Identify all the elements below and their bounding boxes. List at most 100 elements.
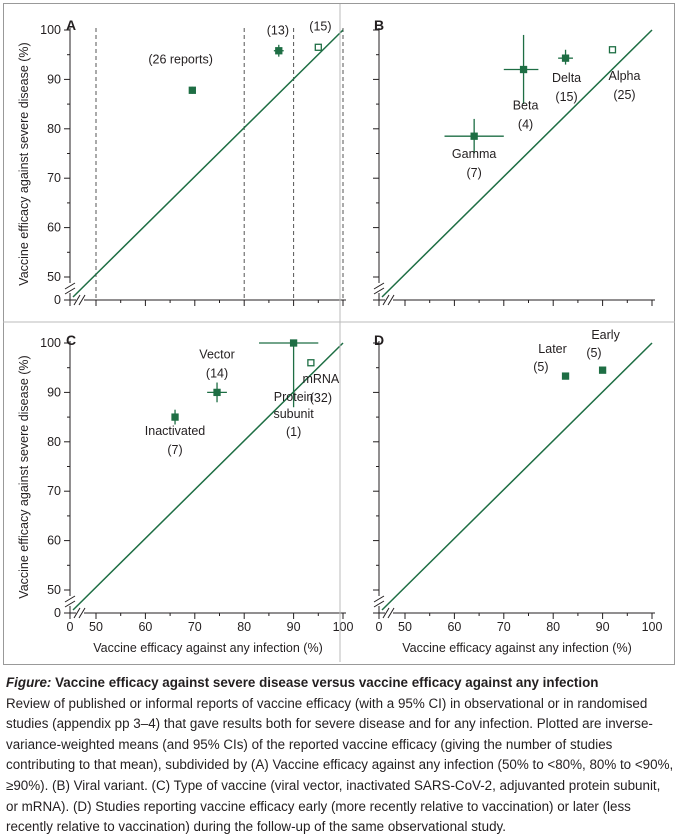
x-tick-label: 70 (497, 620, 511, 634)
y-axis-break (64, 282, 76, 290)
data-point (289, 339, 298, 347)
x-axis-break (382, 294, 390, 306)
point-label-name: Early (591, 328, 620, 342)
y-tick-label: 90 (47, 385, 61, 399)
identity-line (381, 29, 653, 298)
caption-body: Review of published or informal reports … (6, 695, 674, 835)
panel-label: D (374, 332, 384, 348)
point-label: (26 reports) (148, 52, 213, 66)
x-tick-label: 0 (67, 620, 74, 634)
x-tick-label: 50 (398, 620, 412, 634)
caption-title: Vaccine efficacy against severe disease … (51, 675, 599, 690)
x-tick-label: 70 (188, 620, 202, 634)
y-tick-label: 80 (47, 122, 61, 136)
y-axis-break (373, 595, 385, 603)
identity-line (381, 342, 653, 611)
data-point (561, 372, 570, 380)
data-point (470, 132, 478, 140)
y-axis-break (64, 600, 76, 608)
point-label-count: (15) (555, 90, 577, 104)
x-tick-label: 80 (237, 620, 251, 634)
y-tick-label: 100 (40, 336, 61, 350)
figure-frame (3, 3, 675, 665)
point-label-count: (4) (518, 118, 533, 132)
point-label-count: (5) (533, 360, 548, 374)
panel-label: A (66, 17, 76, 33)
figure-caption: Figure: Vaccine efficacy against severe … (6, 673, 674, 838)
point-label-count: (25) (613, 88, 635, 102)
point-label-name: Protein (274, 390, 314, 404)
data-point (561, 54, 570, 62)
point-label-count: (32) (310, 391, 332, 405)
x-tick-label: 90 (596, 620, 610, 634)
x-axis-break (78, 607, 86, 619)
x-tick-label: 100 (333, 620, 354, 634)
y-tick-label: 50 (47, 270, 61, 284)
figure-charts: A 100 90 80 70 60 50 0 Vaccine efficacy against … (3, 4, 675, 662)
data-point (213, 388, 221, 397)
panel-c: C 100 90 80 70 60 50 0 50 60 70 80 90 100 0 Vaccine eff… (17, 332, 353, 655)
data-point (307, 359, 315, 367)
y-axis-break (373, 287, 385, 295)
point-label-name: Later (538, 342, 567, 356)
y-axis-title: Vaccine efficacy against severe disease … (17, 355, 31, 598)
point-label: (13) (267, 24, 289, 38)
point-label-name: Gamma (452, 147, 497, 161)
panel-b: B Gamma (7) Beta (4) Delta (15) Alpha (25) (373, 17, 655, 306)
point-label: (15) (309, 19, 331, 33)
x-axis-break (387, 607, 395, 619)
y-tick-label: 0 (54, 293, 61, 307)
y-tick-label: 60 (47, 534, 61, 548)
data-point (608, 46, 617, 54)
x-axis-title: Vaccine efficacy against any infection (… (402, 641, 632, 655)
point-label-name: Beta (513, 99, 539, 113)
x-tick-label: 100 (642, 620, 663, 634)
x-tick-label: 60 (447, 620, 461, 634)
x-axis-break (73, 294, 81, 306)
x-tick-label: 50 (89, 620, 103, 634)
data-point (519, 65, 528, 74)
x-axis-break (78, 294, 86, 306)
data-point (275, 47, 283, 55)
point-label-name: mRNA (302, 372, 339, 386)
y-tick-label: 80 (47, 435, 61, 449)
point-label-count: (7) (467, 166, 482, 180)
x-tick-label: 0 (376, 620, 383, 634)
caption-title-word: Figure: (6, 675, 52, 690)
identity-line (72, 29, 344, 298)
panel-a: A 100 90 80 70 60 50 0 Vaccine efficacy against … (17, 17, 346, 307)
data-point (314, 43, 322, 51)
panel-d: D 50 60 70 80 90 100 0 Vaccine efficacy against … (373, 328, 662, 655)
y-axis-break (64, 287, 76, 295)
x-axis-title: Vaccine efficacy against any infection (… (93, 641, 323, 655)
x-axis-break (73, 607, 81, 619)
point-label-count: (14) (206, 366, 228, 380)
point-label-name: Vector (199, 347, 234, 361)
data-point (171, 413, 179, 421)
y-tick-label: 70 (47, 484, 61, 498)
y-tick-label: 70 (47, 171, 61, 185)
data-point (188, 86, 196, 94)
y-axis-break (373, 600, 385, 608)
point-label-name: subunit (273, 407, 314, 421)
point-label-count: (1) (286, 425, 301, 439)
y-tick-label: 50 (47, 583, 61, 597)
point-label-name: Delta (552, 71, 581, 85)
x-axis-break (387, 294, 395, 306)
y-tick-label: 60 (47, 221, 61, 235)
y-axis-break (373, 282, 385, 290)
panel-label: C (66, 332, 76, 348)
panel-label: B (374, 17, 384, 33)
x-axis-break (382, 607, 390, 619)
point-label-name: Alpha (608, 69, 640, 83)
y-axis-break (64, 595, 76, 603)
data-point (598, 366, 607, 374)
y-tick-label: 0 (54, 606, 61, 620)
point-label-name: Inactivated (145, 424, 206, 438)
y-axis-title: Vaccine efficacy against severe disease … (17, 42, 31, 285)
identity-line (72, 342, 344, 611)
point-label-count: (7) (167, 443, 182, 457)
x-tick-label: 90 (287, 620, 301, 634)
x-tick-label: 60 (138, 620, 152, 634)
y-tick-label: 100 (40, 23, 61, 37)
